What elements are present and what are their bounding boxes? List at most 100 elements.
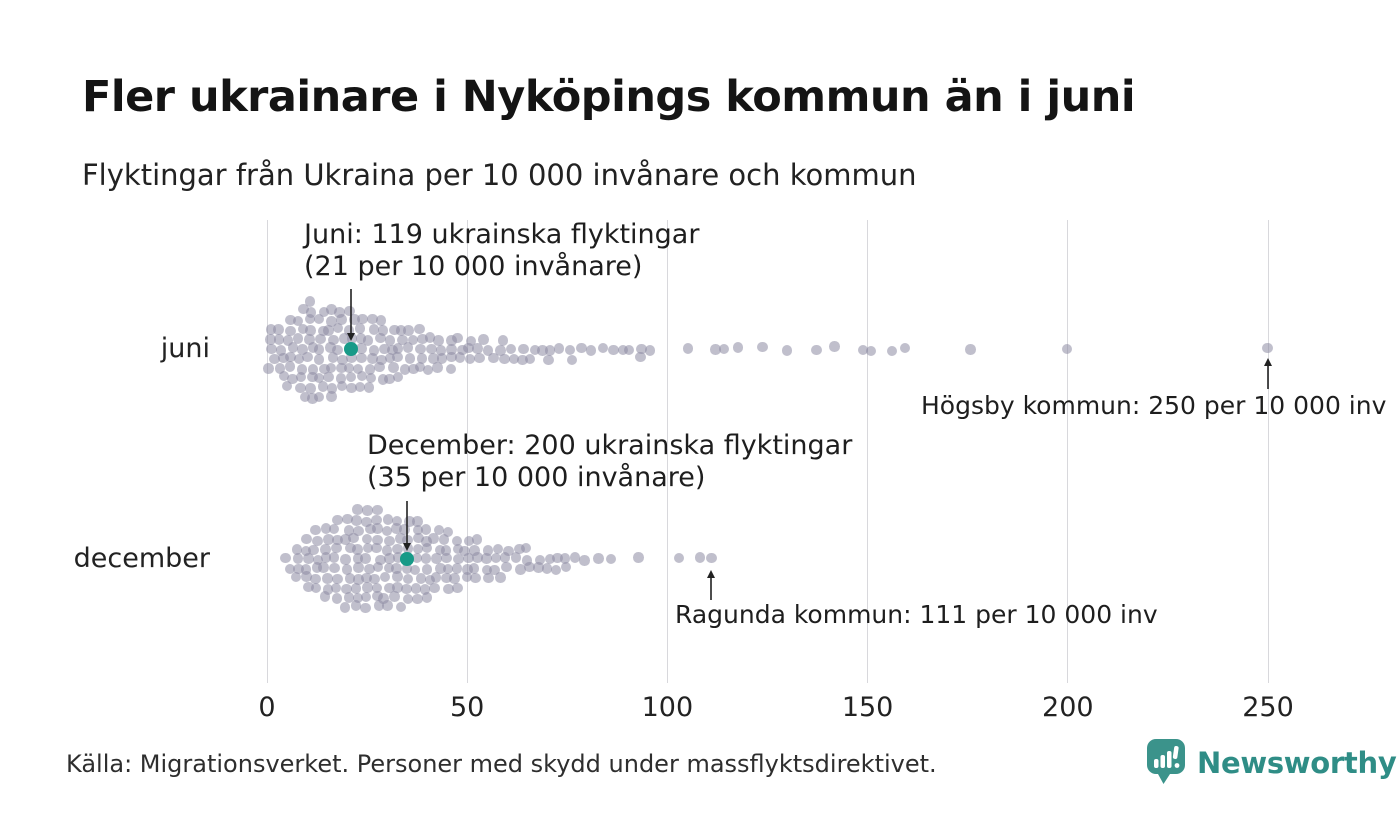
municipality-dot [284,361,296,372]
chart-title: Fler ukrainare i Nyköpings kommun än i j… [82,72,1136,122]
municipality-dot [362,542,374,554]
municipality-dot [468,563,480,574]
municipality-dot [585,345,597,356]
chart-subtitle: Flyktingar från Ukraina per 10 000 invån… [82,158,917,192]
annotation-arrow [403,501,412,551]
municipality-dot [597,342,609,354]
municipality-dot [285,325,296,337]
municipality-dot [301,571,312,582]
municipality-dot [367,353,378,364]
annotation-arrow [1264,358,1272,389]
municipality-dot [965,344,976,355]
municipality-dot [329,562,340,574]
municipality-dot [481,564,493,576]
municipality-dot [263,363,274,374]
municipality-dot [416,353,428,364]
municipality-dot [325,342,336,353]
municipality-dot [354,381,366,393]
municipality-dot [280,552,291,564]
municipality-dot [384,535,395,547]
municipality-dot [445,363,457,375]
municipality-dot [378,593,389,604]
row-label-juni: juni [160,333,210,364]
municipality-dot [322,584,334,595]
municipality-dot [449,573,460,584]
municipality-dot [399,364,411,375]
municipality-dot [278,352,289,364]
municipality-dot [265,334,276,345]
row-label-december: december [73,543,210,574]
gridline [1267,220,1269,683]
municipality-dot [332,514,343,526]
municipality-dot [339,333,350,344]
municipality-dot [337,354,348,366]
municipality-dot [336,314,347,325]
municipality-dot [421,536,432,547]
municipality-dot [514,543,525,555]
municipality-dot [332,573,343,585]
municipality-dot [382,600,393,611]
municipality-dot [421,542,433,554]
municipality-dot [375,332,386,344]
municipality-dot [564,344,576,356]
x-tick-label: 200 [1042,692,1094,723]
municipality-dot [345,371,357,383]
municipality-dot [291,544,303,555]
annotation-arrow [707,570,716,600]
municipality-dot [326,304,337,315]
municipality-dot [389,591,400,602]
municipality-dot [328,523,340,535]
annotation-line: Juni: 119 ukrainska flyktingar [304,219,700,250]
municipality-dot [325,362,337,374]
municipality-dot [682,343,694,354]
municipality-dot [412,516,423,527]
municipality-dot [392,351,403,363]
municipality-dot [303,581,314,593]
municipality-dot [326,391,337,402]
municipality-dot [420,524,432,535]
municipality-dot [412,524,424,536]
municipality-dot [492,543,504,555]
municipality-dot [635,351,646,363]
municipality-dot [323,534,334,545]
municipality-dot [319,363,330,375]
municipality-dot [350,600,362,611]
municipality-dot [269,353,280,365]
municipality-dot [430,572,442,583]
municipality-dot [391,563,402,574]
municipality-dot [357,313,368,325]
municipality-dot [368,345,380,356]
municipality-dot [446,335,457,346]
municipality-dot [295,382,306,394]
municipality-dot [388,362,399,373]
municipality-dot [434,544,446,556]
municipality-dot [361,516,372,528]
municipality-dot [732,342,744,353]
municipality-dot [304,296,316,307]
municipality-dot [328,334,339,346]
municipality-dot [471,534,483,545]
municipality-dot [365,372,377,384]
municipality-dot [472,343,483,354]
municipality-dot [382,514,394,525]
x-tick-label: 150 [841,692,894,723]
municipality-dot [524,561,535,573]
municipality-dot [350,583,362,594]
municipality-dot [297,323,309,334]
annotation-line: (35 per 10 000 invånare) [367,462,706,493]
municipality-dot [510,552,522,563]
municipality-dot [352,363,364,375]
municipality-dot [608,344,619,356]
municipality-dot [403,325,414,336]
municipality-dot [428,353,439,364]
municipality-dot [266,343,277,355]
municipality-dot [363,382,375,393]
municipality-dot [310,582,322,594]
municipality-dot [411,552,423,564]
municipality-dot [362,335,374,346]
municipality-dot [392,552,404,563]
municipality-dot [342,513,353,525]
municipality-dot [352,553,363,564]
municipality-dot [348,532,359,544]
municipality-dot [452,332,463,344]
